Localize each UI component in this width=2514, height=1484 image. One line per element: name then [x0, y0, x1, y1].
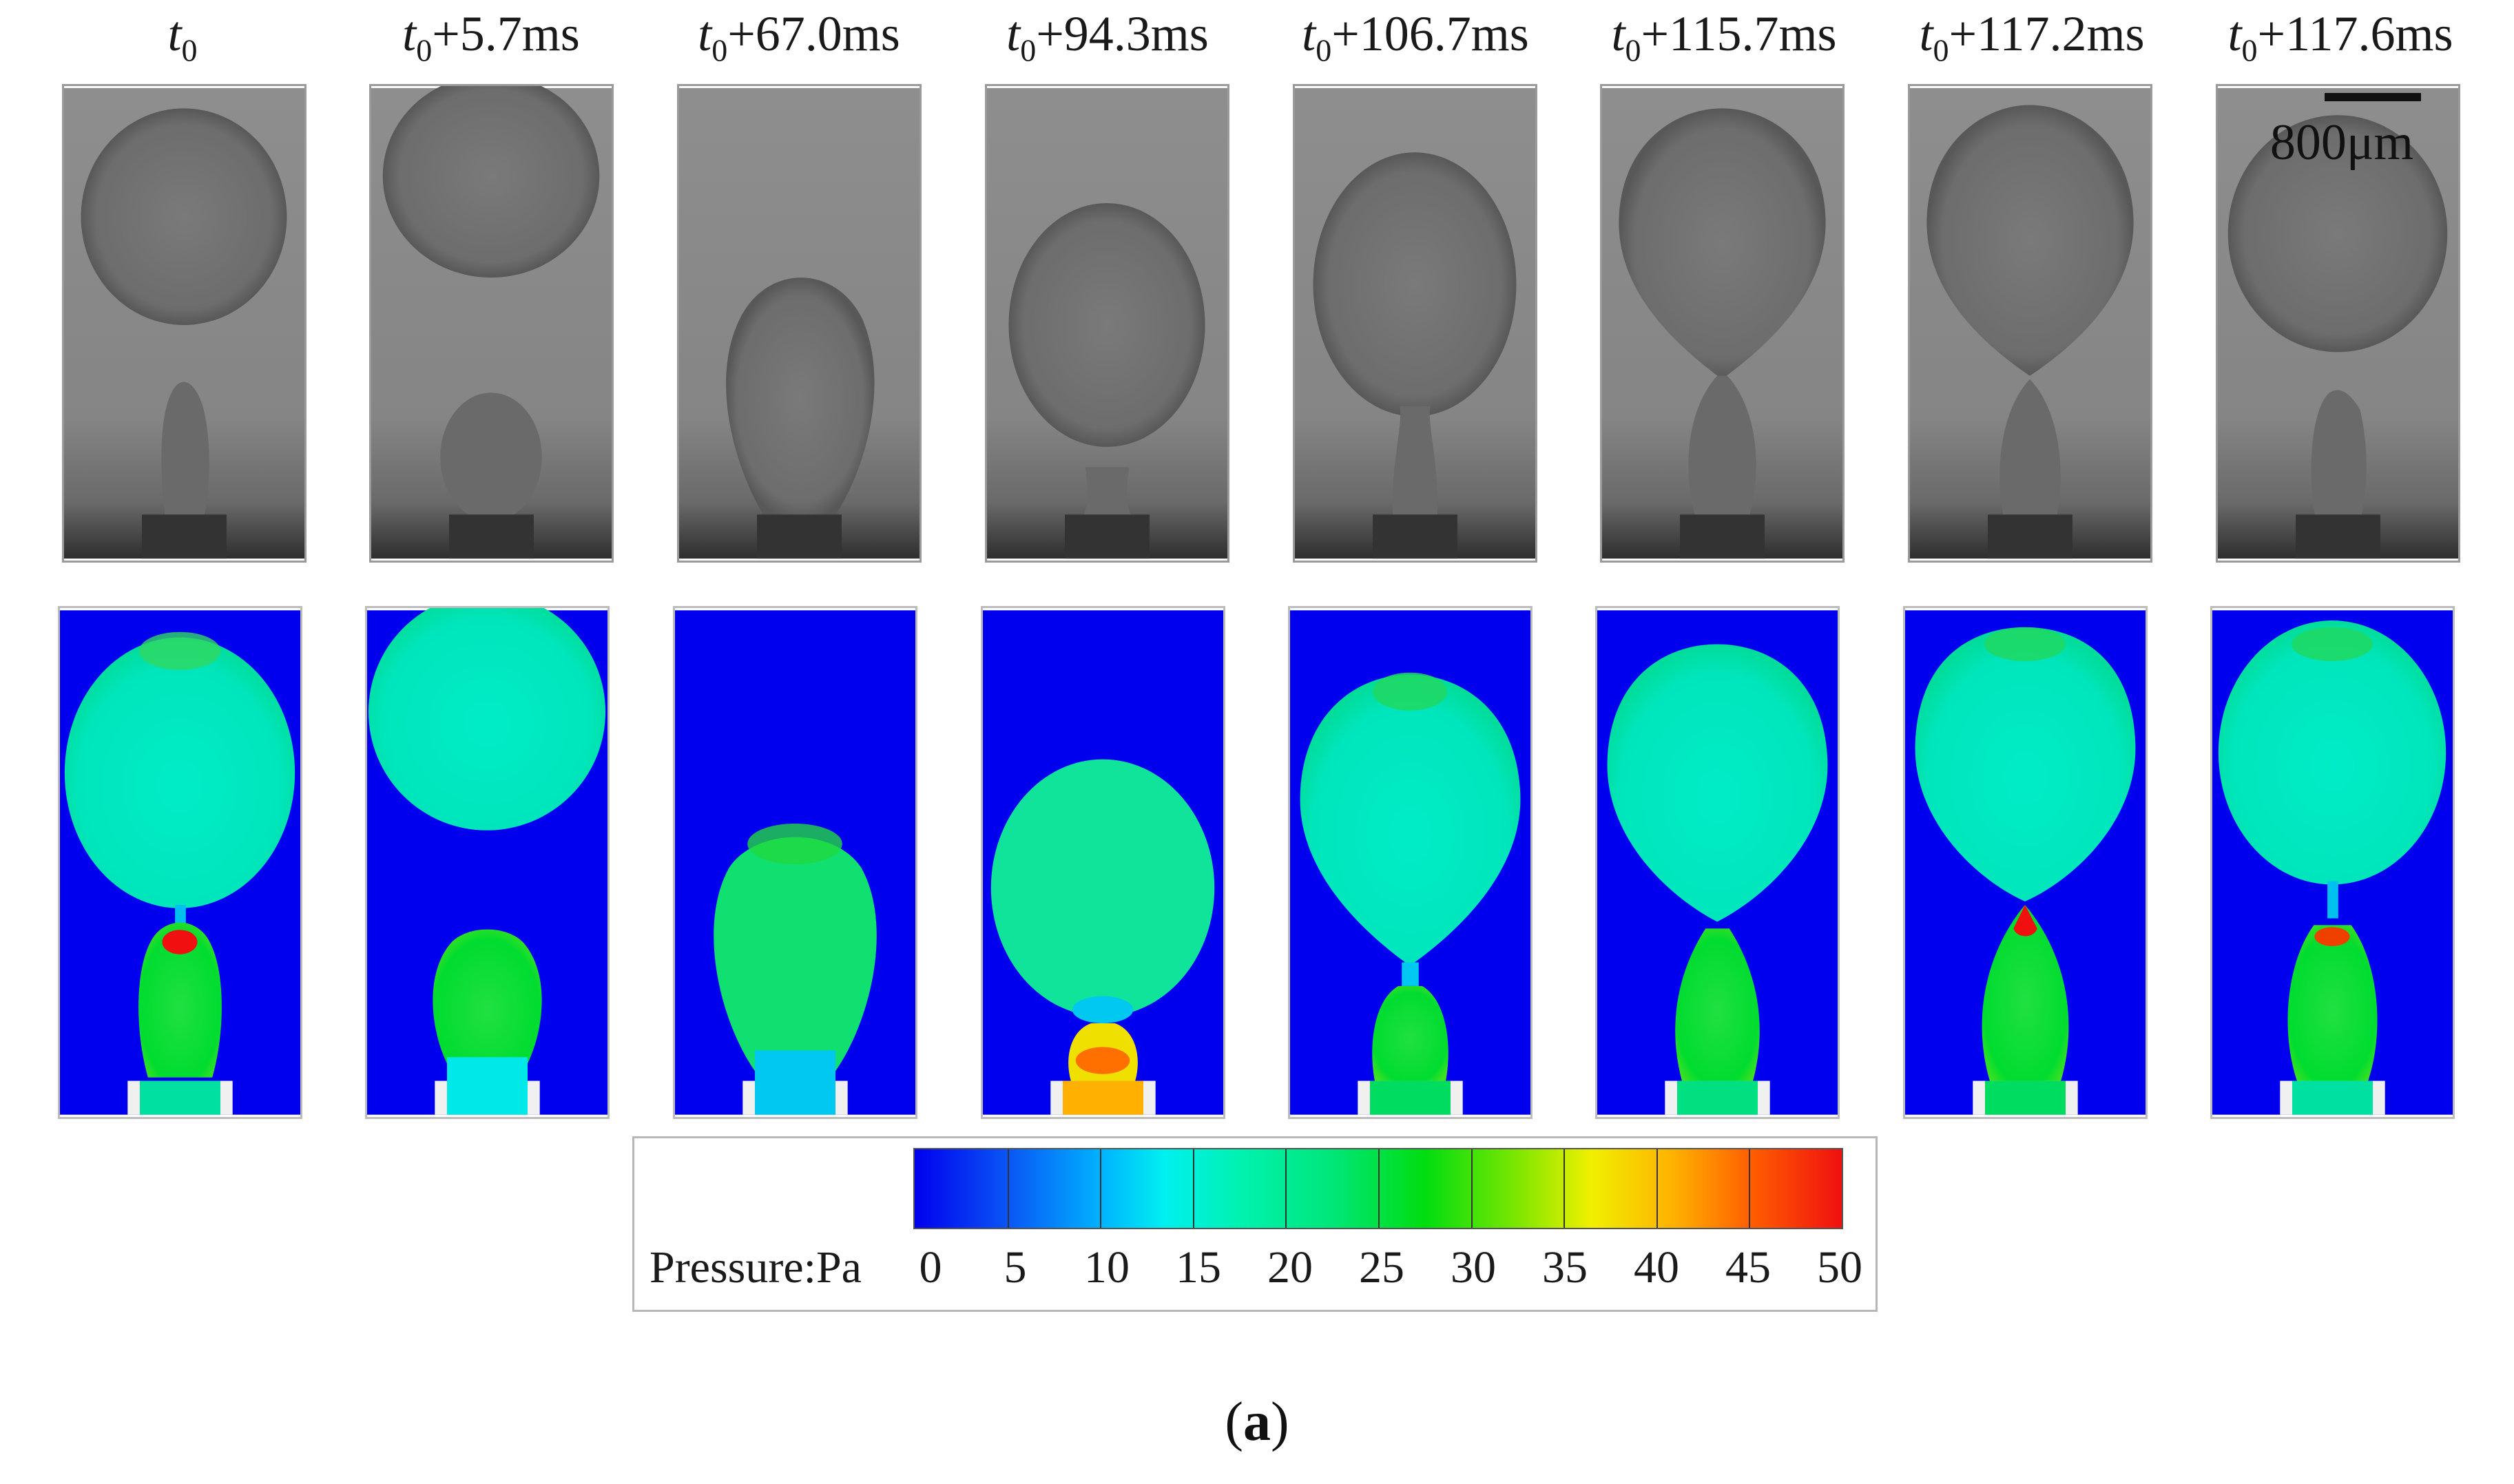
- photo-image-2: [371, 86, 612, 559]
- scale-bar-label: 800μm: [2269, 114, 2414, 171]
- photo-frame-3: [677, 84, 922, 563]
- sim-frame-8: [2210, 606, 2455, 1119]
- sim-image-3: [675, 610, 915, 1115]
- legend-tick: 40: [1634, 1242, 1679, 1293]
- legend-tick: 15: [1176, 1242, 1221, 1293]
- frame-label-3: t0+67.0ms: [698, 6, 900, 68]
- photo-image-7: [1910, 87, 2150, 559]
- legend-tick: 20: [1267, 1242, 1313, 1293]
- photo-frame-6: [1600, 84, 1845, 563]
- photo-image-4: [987, 87, 1227, 559]
- sim-frame-3: [673, 606, 917, 1119]
- legend-tick: 5: [1004, 1242, 1027, 1293]
- frame-label-7: t0+117.2ms: [1919, 6, 2145, 68]
- photo-image-1: [64, 87, 304, 559]
- photo-frame-7: [1908, 84, 2152, 563]
- frame-label-6: t0+115.7ms: [1611, 6, 1837, 68]
- frame-label-8: t0+117.6ms: [2227, 6, 2453, 68]
- photo-frame-2: [369, 84, 614, 563]
- pressure-colorbar: [913, 1148, 1843, 1229]
- frame-label-2: t0+5.7ms: [402, 6, 580, 68]
- photo-frame-8: [2216, 84, 2460, 563]
- sim-image-1: [60, 610, 300, 1115]
- photo-image-5: [1295, 87, 1535, 559]
- sim-image-4: [983, 610, 1223, 1115]
- legend-tick: 10: [1084, 1242, 1130, 1293]
- photo-image-3: [679, 87, 920, 559]
- sim-frame-2: [365, 606, 610, 1119]
- frame-label-1: t0: [167, 6, 198, 68]
- legend-tick: 35: [1542, 1242, 1588, 1293]
- pressure-legend: Pressure:Pa 0 5 10 15 20 25 30 35 40 45 …: [632, 1136, 1878, 1312]
- photo-frame-4: [985, 84, 1229, 563]
- sim-image-5: [1290, 610, 1530, 1115]
- photo-frame-5: [1293, 84, 1537, 563]
- sim-frame-6: [1595, 606, 1840, 1119]
- legend-title: Pressure:Pa: [650, 1242, 862, 1293]
- photo-image-6: [1602, 87, 1842, 559]
- scale-bar: [2325, 93, 2421, 101]
- photo-image-8: [2218, 87, 2458, 559]
- sim-image-7: [1905, 610, 2146, 1115]
- sim-image-6: [1597, 610, 1838, 1115]
- frame-label-5: t0+106.7ms: [1302, 6, 1529, 68]
- sim-frame-1: [58, 606, 302, 1119]
- sim-frame-7: [1903, 606, 2148, 1119]
- photo-frame-1: [62, 84, 307, 563]
- frame-label-4: t0+94.3ms: [1006, 6, 1209, 68]
- legend-tick: 0: [919, 1242, 942, 1293]
- legend-tick: 30: [1451, 1242, 1496, 1293]
- panel-label: (a): [1225, 1392, 1289, 1452]
- sim-frame-4: [981, 606, 1225, 1119]
- sim-frame-5: [1288, 606, 1533, 1119]
- legend-tick: 25: [1359, 1242, 1404, 1293]
- sim-image-2: [367, 608, 607, 1115]
- sim-image-8: [2212, 610, 2453, 1115]
- legend-tick: 45: [1725, 1242, 1771, 1293]
- legend-tick: 50: [1817, 1242, 1862, 1293]
